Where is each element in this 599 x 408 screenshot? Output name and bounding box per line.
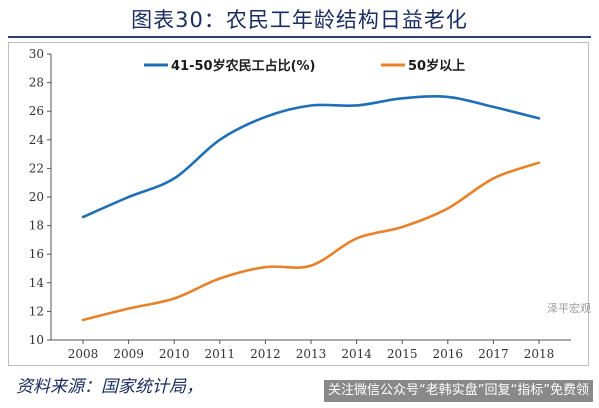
- y-tick-label: 22: [29, 161, 44, 175]
- y-tick-label: 26: [29, 104, 44, 118]
- y-tick-label: 14: [29, 276, 45, 290]
- x-tick-label: 2010: [159, 347, 190, 361]
- watermark-banner: 关注微信公众号“老韩实盘”回复“指标”免费领: [324, 380, 593, 402]
- y-tick-label: 24: [29, 133, 45, 147]
- x-tick-label: 2012: [250, 347, 281, 361]
- source-text: 资料来源：国家统计局，: [16, 377, 203, 397]
- x-tick-label: 2017: [478, 347, 509, 361]
- source-note: 资料来源：国家统计局，: [16, 372, 591, 402]
- series-line-50-plus: [81, 161, 541, 322]
- series-line-41-50: [81, 95, 541, 219]
- y-tick-label: 30: [29, 47, 44, 61]
- x-tick-label: 2008: [68, 347, 99, 361]
- y-tick-label: 12: [29, 304, 44, 318]
- y-tick-label: 18: [29, 219, 44, 233]
- x-tick-label: 2018: [524, 347, 555, 361]
- line-chart: 10 12 14 16 18 20 22 24 26 28 30 2008 2009 2010 2011 20…: [29, 47, 571, 361]
- x-tick-label: 2016: [433, 347, 464, 361]
- title-underline: [8, 36, 591, 38]
- chart-frame: 10 12 14 16 18 20 22 24 26 28 30 2008 2009 2010 2011 20…: [8, 42, 589, 366]
- logo-watermark: 泽平宏观: [547, 302, 591, 315]
- x-tick-label: 2009: [113, 347, 144, 361]
- y-tick-label: 20: [29, 190, 44, 204]
- chart-title: 图表30：农民工年龄结构日益老化: [131, 8, 468, 32]
- legend-label: 41-50岁农民工占比(%): [171, 58, 316, 74]
- x-tick-label: 2015: [387, 347, 418, 361]
- y-tick-label: 10: [29, 333, 44, 347]
- y-tick-label: 28: [29, 76, 44, 90]
- x-tick-label: 2014: [341, 347, 372, 361]
- x-tick-label: 2011: [205, 347, 236, 361]
- legend-label: 50岁以上: [408, 58, 465, 74]
- y-tick-label: 16: [29, 247, 44, 261]
- x-tick-label: 2013: [296, 347, 327, 361]
